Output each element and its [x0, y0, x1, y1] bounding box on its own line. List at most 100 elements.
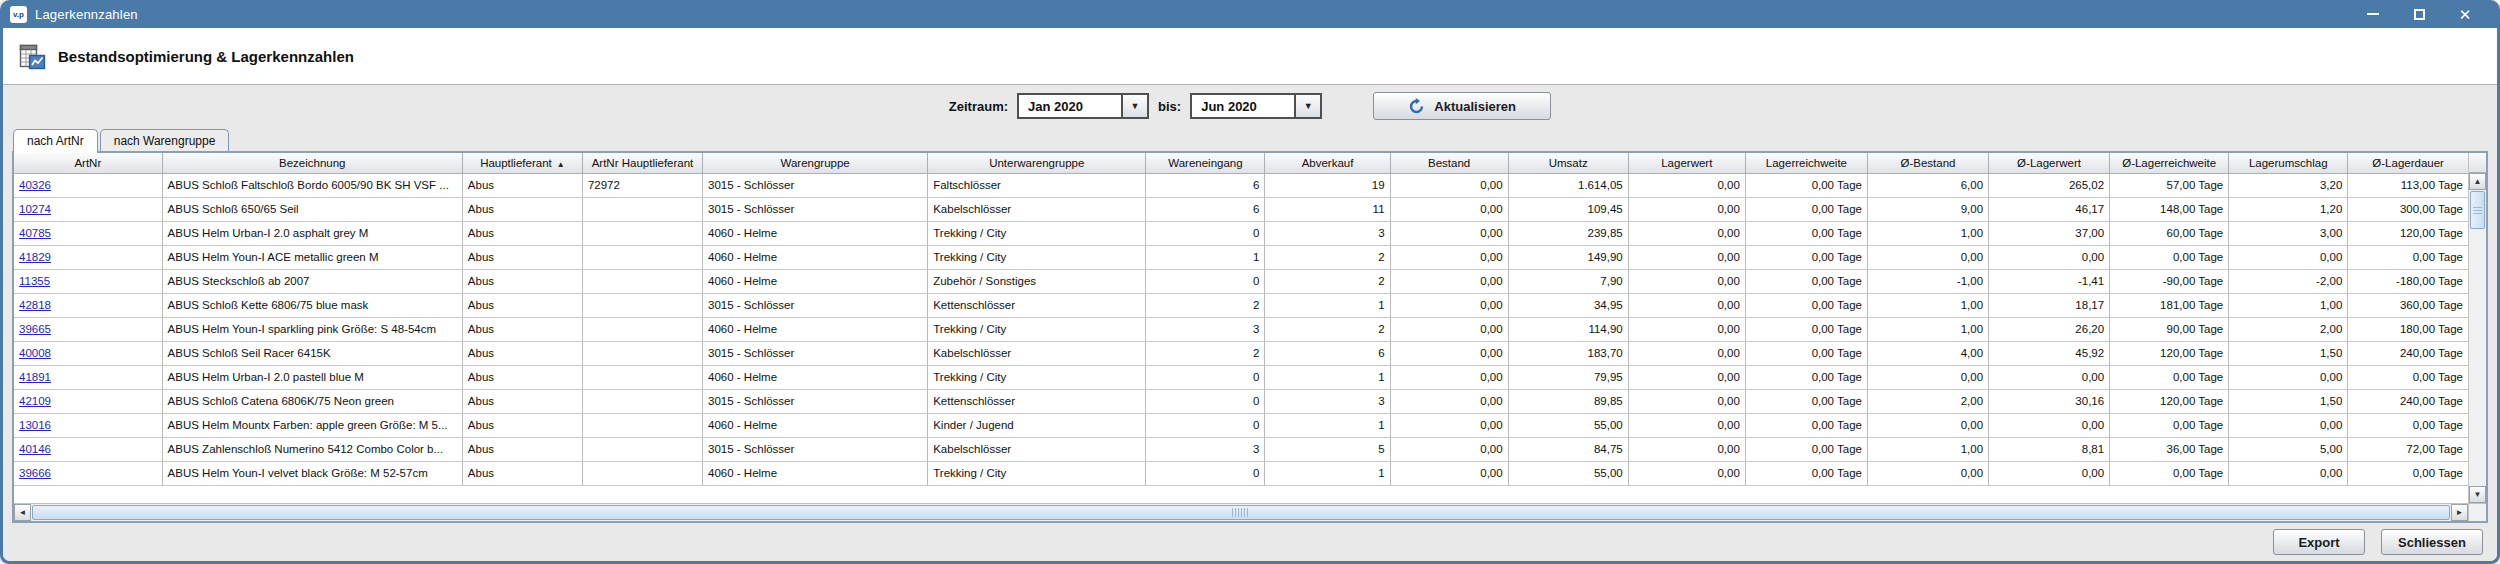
minimize-button[interactable]	[2362, 3, 2384, 25]
table-row[interactable]: 41891ABUS Helm Urban-I 2.0 pastell blue …	[14, 365, 2468, 389]
cell-lagerumschlag: 1,50	[2229, 341, 2348, 365]
column-header-lagerumschlag[interactable]: Lagerumschlag	[2229, 153, 2348, 173]
artnr-link[interactable]: 40008	[19, 347, 51, 359]
scrollbar-corner	[2468, 504, 2486, 521]
cell-umsatz: 183,70	[1508, 341, 1628, 365]
tab-nach-artnr[interactable]: nach ArtNr	[13, 129, 98, 153]
column-header-wareneingang[interactable]: Wareneingang	[1146, 153, 1265, 173]
column-header-lagerreichweite[interactable]: Lagerreichweite	[1745, 153, 1867, 173]
cell-lagerreichweite: 0,00 Tage	[1745, 293, 1867, 317]
table-row[interactable]: 39666ABUS Helm Youn-I velvet black Größe…	[14, 461, 2468, 485]
bis-label: bis:	[1158, 99, 1181, 114]
sort-asc-icon: ▲	[557, 160, 565, 169]
cell-artnr-hauptlieferant	[582, 341, 702, 365]
artnr-link[interactable]: 40146	[19, 443, 51, 455]
artnr-link[interactable]: 42818	[19, 299, 51, 311]
table-row[interactable]: 13016ABUS Helm Mountx Farben: apple gree…	[14, 413, 2468, 437]
table-row[interactable]: 40008ABUS Schloß Seil Racer 6415KAbus301…	[14, 341, 2468, 365]
column-header-abverkauf[interactable]: Abverkauf	[1265, 153, 1390, 173]
table-row[interactable]: 11355ABUS Steckschloß ab 2007Abus4060 - …	[14, 269, 2468, 293]
artnr-link[interactable]: 11355	[19, 275, 50, 287]
cell-unterwarengruppe: Kettenschlösser	[928, 293, 1146, 317]
cell-artnr-hauptlieferant	[582, 413, 702, 437]
cell-artnr-hauptlieferant	[582, 221, 702, 245]
period-from-select[interactable]: Jan 2020 ▼	[1017, 93, 1149, 119]
period-to-select[interactable]: Jun 2020 ▼	[1190, 93, 1322, 119]
table-row[interactable]: 40785ABUS Helm Urban-I 2.0 asphalt grey …	[14, 221, 2468, 245]
table-row[interactable]: 42818ABUS Schloß Kette 6806/75 blue mask…	[14, 293, 2468, 317]
cell-bezeichnung: ABUS Helm Youn-I ACE metallic green M	[162, 245, 462, 269]
cell-avg-lagerreichweite: -90,00 Tage	[2110, 269, 2229, 293]
cell-avg-lagerdauer: 360,00 Tage	[2348, 293, 2468, 317]
column-header-avg-lagerdauer[interactable]: Ø-Lagerdauer	[2348, 153, 2468, 173]
artnr-link[interactable]: 41829	[19, 251, 51, 263]
cell-lagerumschlag: 2,00	[2229, 317, 2348, 341]
table-row[interactable]: 39665ABUS Helm Youn-I sparkling pink Grö…	[14, 317, 2468, 341]
cell-avg-lagerwert: 0,00	[1989, 365, 2110, 389]
cell-abverkauf: 19	[1265, 173, 1390, 197]
table-empty-area	[14, 486, 2468, 504]
scroll-right-button[interactable]: ►	[2451, 504, 2468, 521]
cell-hauptlieferant: Abus	[462, 389, 582, 413]
artnr-link[interactable]: 40785	[19, 227, 51, 239]
table-row[interactable]: 40326ABUS Schloß Faltschloß Bordo 6005/9…	[14, 173, 2468, 197]
column-header-warengruppe[interactable]: Warengruppe	[703, 153, 928, 173]
cell-umsatz: 89,85	[1508, 389, 1628, 413]
export-button[interactable]: Export	[2273, 529, 2365, 555]
column-header-hauptlieferant[interactable]: Hauptlieferant▲	[462, 153, 582, 173]
cell-avg-lagerreichweite: 0,00 Tage	[2110, 245, 2229, 269]
table-row[interactable]: 41829 ABUS Helm Youn-I ACE metallic green…	[14, 245, 2468, 269]
artnr-link[interactable]: 10274	[19, 203, 51, 215]
cell-umsatz: 79,95	[1508, 365, 1628, 389]
table-row[interactable]: 42109ABUS Schloß Catena 6806K/75 Neon gr…	[14, 389, 2468, 413]
column-header-umsatz[interactable]: Umsatz	[1508, 153, 1628, 173]
cell-artnr: 42818	[14, 293, 162, 317]
artnr-link[interactable]: 42109	[19, 395, 51, 407]
maximize-button[interactable]	[2408, 3, 2430, 25]
column-header-avg-lagerwert[interactable]: Ø-Lagerwert	[1989, 153, 2110, 173]
column-header-unterwarengruppe[interactable]: Unterwarengruppe	[928, 153, 1146, 173]
refresh-button[interactable]: Aktualisieren	[1373, 92, 1551, 120]
scroll-up-button[interactable]: ▲	[2469, 173, 2486, 190]
column-header-artnr[interactable]: ArtNr	[14, 153, 162, 173]
scroll-down-button[interactable]: ▼	[2469, 486, 2486, 503]
horizontal-scrollbar-thumb[interactable]	[32, 505, 2450, 520]
cell-lagerwert: 0,00	[1628, 293, 1745, 317]
artnr-link[interactable]: 39666	[19, 467, 51, 479]
cell-warengruppe: 4060 - Helme	[703, 221, 928, 245]
table-row[interactable]: 10274ABUS Schloß 650/65 SeilAbus3015 - S…	[14, 197, 2468, 221]
close-button[interactable]: ✕	[2454, 3, 2476, 25]
artnr-link[interactable]: 41891	[19, 371, 51, 383]
cell-artnr: 39665	[14, 317, 162, 341]
period-controls: Zeitraum: Jan 2020 ▼ bis: Jun 2020 ▼ Akt…	[3, 85, 2497, 127]
schliessen-button[interactable]: Schliessen	[2381, 529, 2483, 555]
horizontal-scrollbar[interactable]: ◄ ►	[14, 503, 2486, 521]
chevron-down-icon[interactable]: ▼	[1294, 95, 1320, 117]
cell-artnr-hauptlieferant	[582, 245, 702, 269]
vertical-scrollbar-track[interactable]	[2469, 230, 2486, 486]
column-header-avg-lagerreichweite[interactable]: Ø-Lagerreichweite	[2110, 153, 2229, 173]
chevron-down-icon[interactable]: ▼	[1121, 95, 1147, 117]
cell-wareneingang: 2	[1146, 293, 1265, 317]
artnr-link[interactable]: 39665	[19, 323, 51, 335]
tab-nach-warengruppe[interactable]: nach Warengruppe	[100, 129, 230, 151]
cell-abverkauf: 5	[1265, 437, 1390, 461]
cell-lagerreichweite: 0,00 Tage	[1745, 197, 1867, 221]
cell-wareneingang: 0	[1146, 365, 1265, 389]
vertical-scrollbar[interactable]: ▲ ▼	[2468, 153, 2486, 503]
scroll-left-button[interactable]: ◄	[14, 504, 31, 521]
vertical-scrollbar-thumb[interactable]	[2470, 191, 2485, 229]
column-header-bestand[interactable]: Bestand	[1390, 153, 1508, 173]
cell-bestand: 0,00	[1390, 221, 1508, 245]
table-row[interactable]: 40146ABUS Zahlenschloß Numerino 5412 Com…	[14, 437, 2468, 461]
column-header-artnr-hauptlieferant[interactable]: ArtNr Hauptlieferant	[582, 153, 702, 173]
cell-wareneingang: 0	[1146, 461, 1265, 485]
cell-avg-lagerwert: 46,17	[1989, 197, 2110, 221]
column-header-bezeichnung[interactable]: Bezeichnung	[162, 153, 462, 173]
artnr-link[interactable]: 13016	[19, 419, 51, 431]
cell-artnr: 41891	[14, 365, 162, 389]
cell-umsatz: 55,00	[1508, 461, 1628, 485]
column-header-lagerwert[interactable]: Lagerwert	[1628, 153, 1745, 173]
column-header-avg-bestand[interactable]: Ø-Bestand	[1867, 153, 1988, 173]
artnr-link[interactable]: 40326	[19, 179, 51, 191]
